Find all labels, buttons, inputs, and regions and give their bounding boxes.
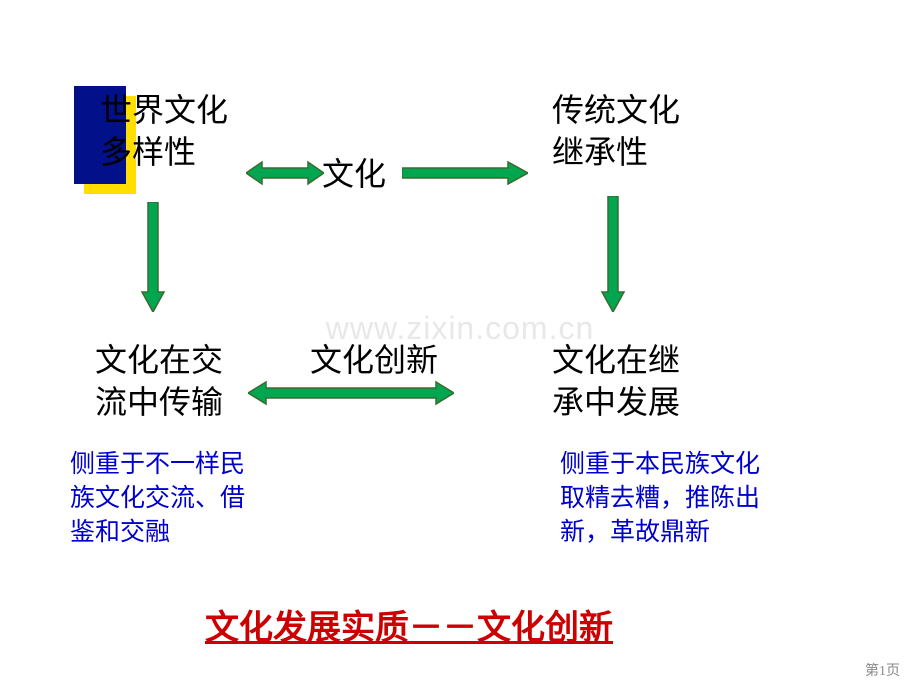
node-top-right: 传统文化 继承性 (552, 90, 680, 173)
page-number: 第1页 (865, 660, 900, 680)
node-line: 侧重于本民族文化 (560, 451, 760, 478)
arrow-mid-double (248, 380, 454, 406)
node-blue-right: 侧重于本民族文化 取精去糟，推陈出 新，革故鼎新 (560, 448, 760, 549)
node-line: 新，革故鼎新 (560, 519, 710, 546)
node-line: 侧重于不一样民 (70, 451, 245, 478)
node-line: 承中发展 (552, 384, 680, 420)
arrow-down-right (600, 196, 626, 312)
node-top-left: 世界文化 多样性 (100, 90, 228, 173)
node-line: 文化在交 (95, 342, 223, 378)
arrow-down-left (140, 202, 166, 312)
node-line: 传统文化 (552, 92, 680, 128)
node-line: 继承性 (552, 134, 648, 170)
node-line: 鉴和交融 (70, 519, 170, 546)
node-line: 取精去糟，推陈出 (560, 485, 760, 512)
arrow-top-right-single (402, 160, 528, 186)
node-line: 多样性 (100, 134, 196, 170)
node-blue-left: 侧重于不一样民 族文化交流、借 鉴和交融 (70, 448, 245, 549)
arrow-top-left-double (246, 160, 324, 186)
node-mid-center: 文化创新 (310, 340, 438, 382)
node-bottom-red: 文化发展实质－－文化创新 (205, 600, 613, 649)
node-top-center: 文化 (322, 154, 386, 196)
node-line: 世界文化 (100, 92, 228, 128)
node-line: 族文化交流、借 (70, 485, 245, 512)
node-line: 文化在继 (552, 342, 680, 378)
node-mid-right: 文化在继 承中发展 (552, 340, 680, 423)
node-line: 文化 (322, 156, 386, 192)
node-mid-left: 文化在交 流中传输 (95, 340, 223, 423)
node-line: 文化创新 (310, 342, 438, 378)
node-line: 流中传输 (95, 384, 223, 420)
